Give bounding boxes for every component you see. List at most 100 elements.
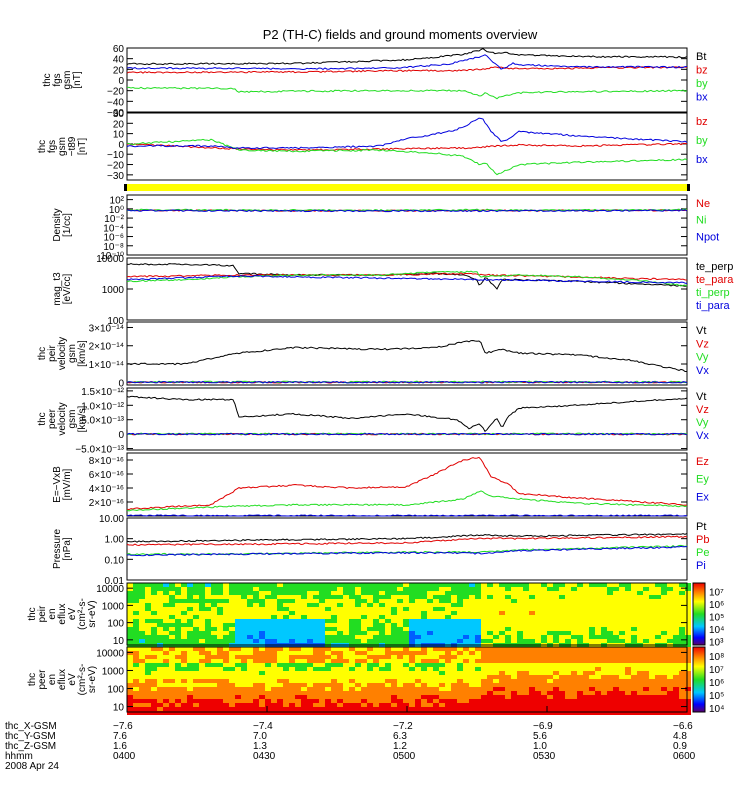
heatmap-cell bbox=[637, 603, 643, 607]
heatmap-cell bbox=[301, 695, 307, 699]
heatmap-cell bbox=[283, 647, 289, 651]
heatmap-cell bbox=[259, 631, 265, 635]
heatmap-cell bbox=[649, 627, 655, 631]
heatmap-cell bbox=[415, 711, 421, 715]
heatmap-cell bbox=[379, 599, 385, 603]
heatmap-cell bbox=[403, 631, 409, 635]
heatmap-cell bbox=[643, 683, 649, 687]
heatmap-cell bbox=[655, 667, 661, 671]
heatmap-cell bbox=[325, 631, 331, 635]
heatmap-cell bbox=[427, 607, 433, 611]
heatmap-cell bbox=[541, 707, 547, 711]
heatmap-cell bbox=[685, 679, 691, 683]
heatmap-cell bbox=[451, 651, 457, 655]
heatmap-cell bbox=[235, 695, 241, 699]
heatmap-cell bbox=[613, 583, 619, 587]
heatmap-cell bbox=[451, 703, 457, 707]
heatmap-cell bbox=[649, 651, 655, 655]
heatmap-cell bbox=[145, 595, 151, 599]
heatmap-cell bbox=[649, 691, 655, 695]
heatmap-cell bbox=[517, 603, 523, 607]
heatmap-cell bbox=[541, 603, 547, 607]
heatmap-cell bbox=[379, 659, 385, 663]
heatmap-cell bbox=[403, 659, 409, 663]
heatmap-cell bbox=[277, 703, 283, 707]
heatmap-cell bbox=[379, 675, 385, 679]
heatmap-cell bbox=[487, 615, 493, 619]
heatmap-cell bbox=[361, 703, 367, 707]
heatmap-cell bbox=[235, 679, 241, 683]
heatmap-cell bbox=[253, 659, 259, 663]
heatmap-cell bbox=[547, 671, 553, 675]
legend-label: ti_perp bbox=[696, 287, 730, 299]
heatmap-cell bbox=[667, 683, 673, 687]
heatmap-cell bbox=[145, 631, 151, 635]
heatmap-cell bbox=[373, 707, 379, 711]
heatmap-cell bbox=[511, 583, 517, 587]
heatmap-cell bbox=[271, 703, 277, 707]
heatmap-cell bbox=[535, 679, 541, 683]
heatmap-cell bbox=[181, 679, 187, 683]
heatmap-cell bbox=[139, 647, 145, 651]
heatmap-cell bbox=[595, 659, 601, 663]
heatmap-cell bbox=[187, 615, 193, 619]
heatmap-cell bbox=[445, 695, 451, 699]
heatmap-cell bbox=[145, 667, 151, 671]
heatmap-cell bbox=[169, 699, 175, 703]
heatmap-cell bbox=[313, 639, 319, 643]
heatmap-cell bbox=[133, 663, 139, 667]
heatmap-cell bbox=[379, 655, 385, 659]
heatmap-cell bbox=[475, 687, 481, 691]
heatmap-cell bbox=[529, 699, 535, 703]
heatmap-cell bbox=[559, 583, 565, 587]
heatmap-cell bbox=[217, 623, 223, 627]
heatmap-cell bbox=[355, 711, 361, 715]
heatmap-cell bbox=[283, 695, 289, 699]
heatmap-cell bbox=[655, 607, 661, 611]
heatmap-cell bbox=[211, 679, 217, 683]
heatmap-cell bbox=[295, 699, 301, 703]
heatmap-cell bbox=[205, 623, 211, 627]
heatmap-cell bbox=[277, 635, 283, 639]
heatmap-cell bbox=[283, 603, 289, 607]
heatmap-cell bbox=[241, 639, 247, 643]
heatmap-cell bbox=[199, 687, 205, 691]
heatmap-cell bbox=[481, 651, 487, 655]
heatmap-cell bbox=[469, 647, 475, 651]
heatmap-cell bbox=[433, 583, 439, 587]
heatmap-cell bbox=[343, 619, 349, 623]
heatmap-cell bbox=[583, 623, 589, 627]
heatmap-cell bbox=[625, 659, 631, 663]
heatmap-cell bbox=[421, 587, 427, 591]
heatmap-cell bbox=[373, 623, 379, 627]
heatmap-cell bbox=[349, 607, 355, 611]
heatmap-cell bbox=[199, 587, 205, 591]
heatmap-cell bbox=[187, 635, 193, 639]
heatmap-cell bbox=[457, 607, 463, 611]
heatmap-cell bbox=[559, 639, 565, 643]
heatmap-cell bbox=[391, 691, 397, 695]
heatmap-cell bbox=[385, 651, 391, 655]
heatmap-cell bbox=[349, 679, 355, 683]
heatmap-cell bbox=[661, 599, 667, 603]
heatmap-cell bbox=[385, 695, 391, 699]
heatmap-cell bbox=[247, 683, 253, 687]
heatmap-cell bbox=[685, 667, 691, 671]
heatmap-cell bbox=[193, 611, 199, 615]
heatmap-cell bbox=[271, 615, 277, 619]
heatmap-cell bbox=[289, 603, 295, 607]
heatmap-cell bbox=[373, 639, 379, 643]
heatmap-cell bbox=[661, 679, 667, 683]
heatmap-cell bbox=[577, 647, 583, 651]
heatmap-cell bbox=[139, 595, 145, 599]
heatmap-cell bbox=[373, 595, 379, 599]
heatmap-cell bbox=[397, 703, 403, 707]
heatmap-cell bbox=[127, 635, 133, 639]
heatmap-cell bbox=[577, 615, 583, 619]
heatmap-cell bbox=[187, 595, 193, 599]
heatmap-cell bbox=[559, 607, 565, 611]
heatmap-cell bbox=[583, 711, 589, 715]
heatmap-cell bbox=[211, 583, 217, 587]
heatmap-cell bbox=[643, 603, 649, 607]
heatmap-cell bbox=[199, 659, 205, 663]
